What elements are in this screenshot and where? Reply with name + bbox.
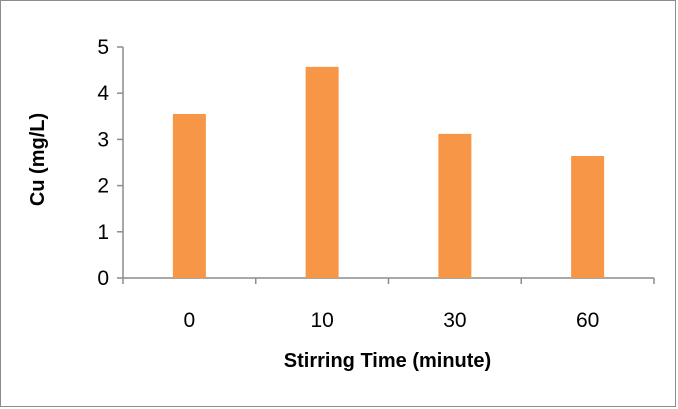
y-tick-label: 1 bbox=[97, 221, 109, 244]
x-tick-label: 60 bbox=[576, 309, 599, 332]
x-tick-label: 10 bbox=[310, 309, 333, 332]
y-tick-label: 0 bbox=[97, 267, 109, 290]
bar-10 bbox=[305, 66, 339, 278]
y-tick-label: 3 bbox=[97, 128, 109, 151]
x-tick-label: 30 bbox=[443, 309, 466, 332]
bar-0 bbox=[172, 113, 206, 279]
y-tick-label: 5 bbox=[97, 36, 109, 59]
bars bbox=[172, 66, 605, 279]
y-axis-ticks: 0 1 2 3 4 5 bbox=[97, 36, 123, 290]
x-tick-label: 0 bbox=[184, 309, 196, 332]
y-tick-label: 4 bbox=[97, 82, 109, 105]
y-tick-label: 2 bbox=[97, 175, 109, 198]
y-axis-title: Cu (mg/L) bbox=[27, 113, 49, 206]
x-axis-title: Stirring Time (minute) bbox=[284, 350, 491, 372]
x-axis-ticks: 0 10 30 60 bbox=[122, 278, 655, 332]
bar-60 bbox=[571, 156, 605, 278]
bar-30 bbox=[438, 133, 472, 278]
